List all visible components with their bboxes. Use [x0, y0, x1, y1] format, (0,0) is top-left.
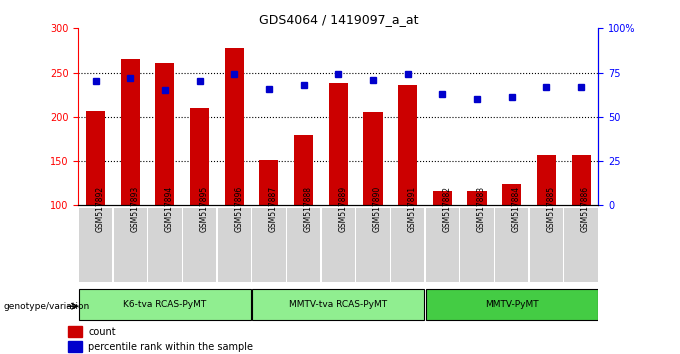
Text: GSM517893: GSM517893 — [130, 186, 139, 232]
Text: GSM517884: GSM517884 — [511, 186, 521, 232]
Bar — [259, 160, 279, 205]
Bar — [68, 326, 82, 337]
FancyBboxPatch shape — [460, 208, 494, 282]
Text: GSM517890: GSM517890 — [373, 186, 382, 232]
Text: GSM517886: GSM517886 — [581, 186, 590, 232]
FancyBboxPatch shape — [114, 208, 147, 282]
FancyBboxPatch shape — [218, 208, 251, 282]
FancyBboxPatch shape — [356, 208, 390, 282]
FancyBboxPatch shape — [322, 208, 355, 282]
Text: GSM517891: GSM517891 — [407, 186, 417, 232]
FancyBboxPatch shape — [426, 208, 459, 282]
Bar — [294, 135, 313, 205]
Bar — [155, 63, 175, 205]
FancyBboxPatch shape — [252, 208, 286, 282]
Bar — [190, 108, 209, 205]
Text: count: count — [88, 327, 116, 337]
Text: percentile rank within the sample: percentile rank within the sample — [88, 342, 254, 352]
Bar — [398, 85, 418, 205]
Text: GSM517892: GSM517892 — [95, 186, 105, 232]
Text: genotype/variation: genotype/variation — [3, 302, 90, 311]
FancyBboxPatch shape — [79, 208, 112, 282]
FancyBboxPatch shape — [148, 208, 182, 282]
Title: GDS4064 / 1419097_a_at: GDS4064 / 1419097_a_at — [258, 13, 418, 26]
Text: GSM517889: GSM517889 — [338, 186, 347, 232]
Text: MMTV-PyMT: MMTV-PyMT — [485, 300, 539, 309]
Bar — [537, 155, 556, 205]
Bar — [224, 48, 244, 205]
FancyBboxPatch shape — [287, 208, 320, 282]
Bar — [120, 59, 140, 205]
FancyBboxPatch shape — [564, 208, 598, 282]
Text: GSM517882: GSM517882 — [442, 186, 452, 232]
FancyBboxPatch shape — [530, 208, 563, 282]
Bar — [571, 155, 591, 205]
Text: GSM517894: GSM517894 — [165, 186, 174, 232]
Text: GSM517896: GSM517896 — [234, 186, 243, 232]
FancyBboxPatch shape — [252, 289, 424, 320]
Text: K6-tva RCAS-PyMT: K6-tva RCAS-PyMT — [123, 300, 207, 309]
Text: MMTV-tva RCAS-PyMT: MMTV-tva RCAS-PyMT — [289, 300, 388, 309]
Bar — [432, 191, 452, 205]
FancyBboxPatch shape — [391, 208, 424, 282]
Text: GSM517888: GSM517888 — [303, 186, 313, 232]
Bar — [328, 83, 348, 205]
Text: GSM517883: GSM517883 — [477, 186, 486, 232]
Bar — [363, 113, 383, 205]
Bar — [502, 184, 522, 205]
FancyBboxPatch shape — [495, 208, 528, 282]
Bar — [68, 341, 82, 353]
Text: GSM517885: GSM517885 — [546, 186, 556, 232]
FancyBboxPatch shape — [79, 289, 251, 320]
Bar — [467, 191, 487, 205]
Text: GSM517887: GSM517887 — [269, 186, 278, 232]
FancyBboxPatch shape — [183, 208, 216, 282]
Text: GSM517895: GSM517895 — [200, 186, 209, 232]
Bar — [86, 110, 105, 205]
FancyBboxPatch shape — [426, 289, 598, 320]
